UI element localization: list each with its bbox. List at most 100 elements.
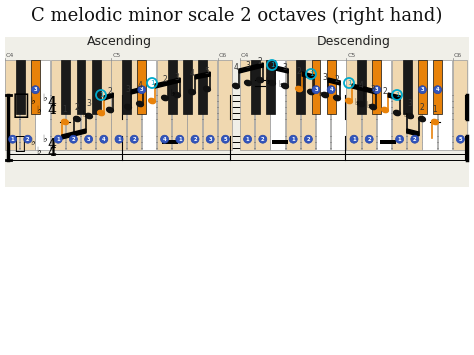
Bar bbox=[31, 60, 40, 114]
Bar bbox=[122, 60, 131, 114]
Ellipse shape bbox=[162, 95, 168, 100]
Circle shape bbox=[411, 135, 419, 143]
Text: 4: 4 bbox=[47, 97, 56, 109]
Circle shape bbox=[54, 135, 62, 143]
Bar bbox=[16, 60, 25, 114]
Ellipse shape bbox=[419, 116, 425, 122]
Polygon shape bbox=[62, 129, 86, 139]
Text: ♭: ♭ bbox=[403, 110, 407, 120]
Bar bbox=[311, 60, 320, 114]
Ellipse shape bbox=[149, 98, 155, 104]
Text: 3: 3 bbox=[174, 72, 180, 82]
Bar bbox=[187, 60, 202, 150]
Bar bbox=[251, 60, 260, 114]
Text: ♭: ♭ bbox=[36, 146, 40, 156]
Bar bbox=[240, 60, 255, 150]
Bar bbox=[380, 140, 396, 144]
Ellipse shape bbox=[98, 110, 104, 116]
Bar bbox=[168, 60, 177, 114]
Text: 3: 3 bbox=[34, 87, 37, 92]
Text: 2: 2 bbox=[163, 76, 167, 84]
Text: 3: 3 bbox=[408, 99, 412, 109]
Polygon shape bbox=[131, 87, 143, 94]
Ellipse shape bbox=[245, 80, 251, 86]
Ellipse shape bbox=[432, 119, 438, 125]
Circle shape bbox=[244, 135, 252, 143]
Text: 2: 2 bbox=[258, 58, 263, 66]
Circle shape bbox=[24, 135, 32, 143]
Text: ♭: ♭ bbox=[30, 96, 34, 106]
Text: 5: 5 bbox=[224, 137, 227, 142]
Ellipse shape bbox=[233, 83, 239, 89]
Ellipse shape bbox=[321, 92, 328, 98]
Text: 1: 1 bbox=[398, 137, 401, 142]
Circle shape bbox=[69, 135, 77, 143]
Text: ♭: ♭ bbox=[265, 77, 269, 87]
Bar bbox=[346, 60, 361, 150]
Bar bbox=[172, 60, 187, 150]
Bar bbox=[403, 60, 411, 114]
Text: 2: 2 bbox=[108, 87, 112, 97]
Polygon shape bbox=[388, 93, 400, 100]
Ellipse shape bbox=[393, 110, 401, 116]
Text: 2: 2 bbox=[72, 137, 75, 142]
Ellipse shape bbox=[308, 89, 314, 95]
Bar bbox=[5, 37, 469, 187]
Text: 5: 5 bbox=[458, 137, 462, 142]
Bar bbox=[127, 60, 141, 150]
Text: ♭: ♭ bbox=[42, 134, 46, 144]
Bar bbox=[373, 60, 381, 114]
Text: ♭: ♭ bbox=[354, 98, 358, 108]
Circle shape bbox=[206, 135, 214, 143]
Polygon shape bbox=[275, 66, 288, 73]
Text: 3: 3 bbox=[420, 87, 424, 92]
Text: 𝄢: 𝄢 bbox=[14, 135, 25, 153]
Text: 2: 2 bbox=[419, 103, 424, 111]
Circle shape bbox=[221, 135, 229, 143]
Text: 3: 3 bbox=[140, 87, 144, 92]
Polygon shape bbox=[352, 84, 376, 94]
Text: 2: 2 bbox=[132, 137, 136, 142]
Text: ♭: ♭ bbox=[170, 89, 174, 98]
Text: 4: 4 bbox=[47, 137, 56, 151]
Bar bbox=[392, 60, 406, 150]
Text: C6: C6 bbox=[454, 53, 462, 58]
Bar bbox=[111, 60, 126, 150]
Text: 3: 3 bbox=[87, 137, 91, 142]
Circle shape bbox=[327, 86, 335, 94]
Ellipse shape bbox=[173, 92, 181, 98]
Ellipse shape bbox=[125, 104, 131, 110]
Circle shape bbox=[31, 86, 39, 94]
Text: 4: 4 bbox=[190, 70, 194, 78]
Text: 1: 1 bbox=[246, 137, 249, 142]
Text: 1: 1 bbox=[270, 62, 274, 68]
Text: 1: 1 bbox=[56, 137, 60, 142]
Text: 2: 2 bbox=[297, 66, 301, 76]
Text: 4: 4 bbox=[137, 82, 143, 91]
Bar bbox=[362, 60, 376, 150]
Bar bbox=[331, 60, 346, 150]
Circle shape bbox=[419, 86, 427, 94]
Bar bbox=[51, 60, 65, 150]
Text: 3: 3 bbox=[209, 137, 212, 142]
Ellipse shape bbox=[86, 113, 92, 119]
Text: 4: 4 bbox=[329, 87, 333, 92]
Text: 1: 1 bbox=[99, 92, 103, 98]
Bar bbox=[157, 60, 172, 150]
Circle shape bbox=[373, 86, 381, 94]
Bar bbox=[183, 60, 192, 114]
Ellipse shape bbox=[189, 89, 195, 95]
Circle shape bbox=[100, 135, 108, 143]
Text: 3: 3 bbox=[246, 60, 250, 70]
Bar bbox=[198, 60, 207, 114]
Text: ♭: ♭ bbox=[30, 137, 34, 147]
Bar bbox=[422, 60, 437, 150]
Bar bbox=[438, 60, 452, 150]
Circle shape bbox=[176, 135, 184, 143]
Text: 4: 4 bbox=[358, 82, 364, 91]
Bar bbox=[296, 60, 305, 114]
Bar bbox=[162, 140, 178, 144]
Bar bbox=[92, 60, 100, 114]
Text: ♭: ♭ bbox=[82, 110, 86, 120]
Text: ♭: ♭ bbox=[278, 81, 282, 89]
